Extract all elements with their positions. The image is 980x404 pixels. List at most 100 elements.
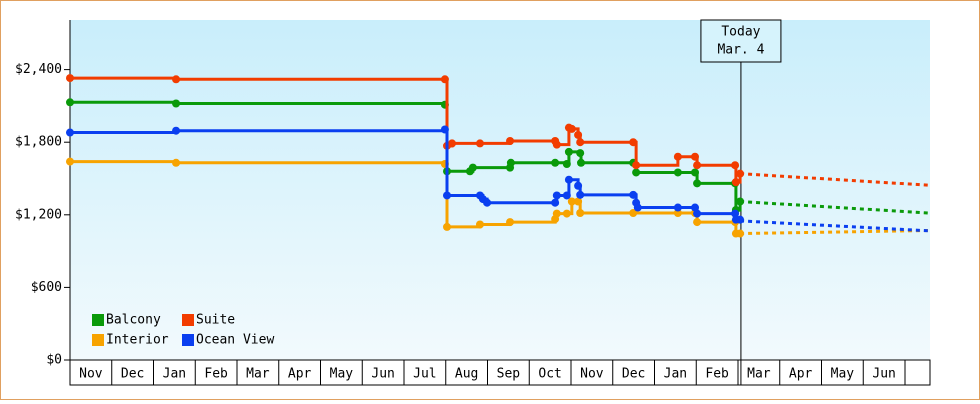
legend-swatch [92, 314, 104, 326]
x-tick-label: Oct [538, 367, 561, 382]
x-tick-label: Jun [872, 367, 895, 382]
x-tick-label: Apr [288, 367, 312, 382]
price-point [736, 169, 745, 178]
price-point [506, 218, 515, 227]
price-point [736, 229, 745, 238]
price-point [552, 191, 561, 200]
x-tick-label: Nov [79, 367, 103, 382]
price-point [633, 203, 642, 212]
today-label: Today [721, 25, 760, 40]
price-point [66, 98, 74, 107]
x-tick-label: Nov [580, 367, 604, 382]
x-tick-label: May [831, 367, 855, 382]
price-point [172, 75, 181, 84]
x-tick-label: Dec [622, 367, 645, 382]
price-point [576, 138, 585, 147]
price-point [690, 152, 699, 161]
price-point [736, 197, 745, 206]
price-point [629, 138, 638, 147]
x-tick-label: Jul [413, 367, 436, 382]
price-point [172, 158, 181, 167]
price-point [475, 220, 484, 229]
price-point [562, 159, 571, 168]
y-tick-label: $0 [46, 353, 62, 368]
price-point [567, 124, 576, 133]
x-tick-label: Sep [497, 367, 521, 382]
y-tick-label: $1,200 [15, 207, 62, 222]
price-point [731, 209, 740, 218]
x-tick-label: Mar [747, 367, 771, 382]
price-point [506, 136, 515, 145]
x-axis-box [69, 359, 931, 386]
today-box [700, 19, 782, 63]
price-point [475, 139, 484, 148]
price-point [468, 163, 477, 172]
price-point [66, 157, 74, 166]
price-point [673, 152, 682, 161]
price-point [564, 147, 573, 156]
price-point [443, 191, 452, 200]
price-point [574, 197, 583, 206]
price-point [693, 179, 702, 188]
price-point [562, 209, 571, 218]
legend-label: Interior [106, 333, 169, 348]
price-point [551, 158, 560, 167]
price-point [690, 168, 699, 177]
today-date: Mar. 4 [717, 43, 764, 58]
price-point [552, 209, 561, 218]
price-point [574, 130, 583, 139]
price-point [731, 178, 740, 187]
x-tick-label: Apr [789, 367, 813, 382]
legend-swatch [182, 334, 194, 346]
legend-swatch [92, 334, 104, 346]
x-tick-label: Feb [705, 367, 729, 382]
price-point [562, 191, 571, 200]
price-point [440, 75, 449, 84]
price-point [731, 161, 740, 170]
price-point [577, 158, 586, 167]
price-point [66, 128, 74, 137]
price-point [632, 168, 641, 177]
price-point [576, 190, 585, 199]
x-tick-label: May [330, 367, 354, 382]
x-tick-label: Jan [664, 367, 687, 382]
price-point [172, 126, 181, 135]
price-point [673, 203, 682, 212]
price-point [693, 218, 702, 227]
price-point [448, 139, 457, 148]
price-point [483, 198, 492, 207]
x-tick-label: Jun [371, 367, 394, 382]
price-point [551, 198, 560, 207]
price-point [736, 215, 745, 224]
price-point [440, 125, 449, 134]
y-tick-label: $1,800 [15, 135, 62, 150]
price-point [443, 222, 452, 231]
x-tick-label: Aug [455, 367, 478, 382]
legend-label: Ocean View [196, 333, 274, 348]
price-point [66, 74, 74, 83]
price-point [693, 209, 702, 218]
legend-swatch [182, 314, 194, 326]
price-point [564, 175, 573, 184]
price-point [552, 140, 561, 149]
price-point [567, 197, 576, 206]
price-point [673, 168, 682, 177]
price-point [172, 99, 181, 108]
x-tick-label: Dec [121, 367, 144, 382]
price-point [506, 158, 515, 167]
legend-label: Suite [196, 313, 235, 328]
price-point [576, 208, 585, 217]
plot-area [70, 20, 930, 360]
price-point [690, 203, 699, 212]
x-tick-label: Feb [204, 367, 228, 382]
price-point [629, 190, 638, 199]
legend-label: Balcony [106, 313, 161, 328]
y-tick-label: $2,400 [15, 62, 62, 77]
price-point [629, 208, 638, 217]
price-point [574, 181, 583, 190]
x-tick-label: Mar [246, 367, 270, 382]
price-point [576, 149, 585, 158]
x-tick-label: Jan [163, 367, 186, 382]
price-point [693, 161, 702, 170]
